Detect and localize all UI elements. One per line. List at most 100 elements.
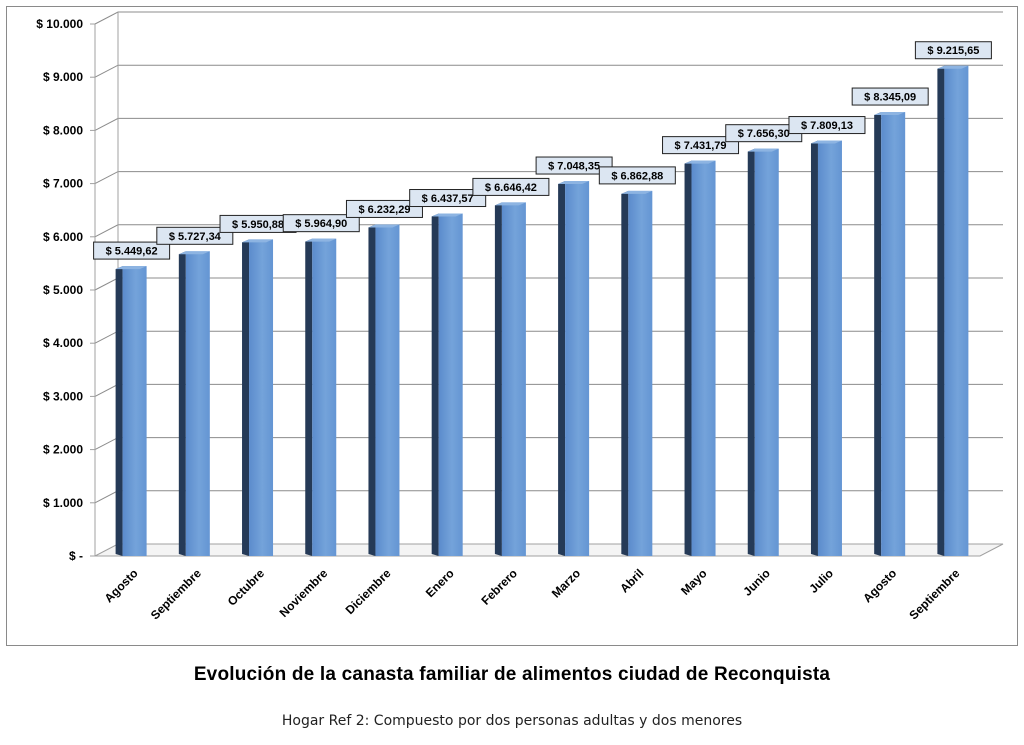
data-label: $ 8.345,09	[864, 92, 916, 104]
data-label-box	[345, 199, 423, 218]
x-tick-label: Julio	[806, 566, 836, 596]
y-tick-label: $ 1.000	[43, 496, 83, 510]
bar-top	[178, 251, 210, 255]
gridlines	[94, 11, 1003, 504]
bar-top	[115, 266, 147, 270]
bar	[881, 112, 906, 557]
data-label: $ 5.950,88	[232, 219, 284, 231]
y-tick-label: $ 4.000	[43, 336, 83, 350]
y-tick-label: $ 8.000	[43, 123, 83, 137]
chart-subtitle: Hogar Ref 2: Compuesto por dos personas …	[281, 713, 743, 729]
x-tick-label: Noviembre	[277, 566, 331, 620]
bar	[817, 140, 842, 556]
bar-top	[621, 190, 653, 194]
data-label-box	[472, 177, 550, 196]
bar-top	[368, 224, 400, 228]
bar-top	[684, 160, 716, 164]
gridline	[94, 490, 1003, 504]
data-label-box	[598, 166, 676, 185]
bar-side	[494, 202, 502, 556]
gridline	[94, 277, 1003, 291]
y-tick-label: $ -	[69, 549, 83, 563]
data-label: $ 7.656,30	[738, 128, 790, 140]
bar	[628, 190, 653, 557]
bar-side	[874, 112, 882, 557]
y-tick-label: $ 2.000	[43, 443, 83, 457]
bars	[115, 65, 969, 557]
bar-chart: $ - $ 1.000 $ 2.000 $ 3.000 $ 4.000 $ 5.000 $ …	[36, 11, 1004, 622]
bar-side	[431, 213, 439, 556]
bar-top	[242, 239, 274, 243]
bar	[249, 239, 274, 556]
data-label: $ 6.646,42	[485, 182, 537, 194]
y-tick-label: $ 6.000	[43, 230, 83, 244]
x-tick-label: Octubre	[225, 566, 268, 609]
x-tick-label: Junio	[740, 566, 773, 599]
data-label-box	[662, 136, 740, 155]
bar	[565, 181, 590, 557]
data-label-box	[282, 214, 360, 233]
bar-side	[747, 148, 755, 556]
bar-side	[621, 190, 629, 557]
data-label-box	[156, 226, 234, 245]
chart-title: Evolución de la canasta familiar de alim…	[193, 664, 831, 685]
data-label: $ 9.215,65	[927, 45, 979, 57]
data-label: $ 5.964,90	[295, 218, 347, 230]
bar	[501, 202, 526, 556]
chart-floor	[94, 543, 1004, 557]
data-label-box	[93, 241, 171, 260]
bar	[691, 160, 716, 556]
data-label: $ 7.431,79	[675, 140, 727, 152]
bar	[944, 65, 969, 556]
x-tick-label: Agosto	[860, 566, 899, 605]
bar-top	[747, 148, 779, 152]
bar-side	[937, 65, 945, 556]
bar-side	[115, 266, 123, 556]
gridline	[94, 64, 1003, 78]
gridline	[94, 117, 1003, 131]
y-tick-label: $ 10.000	[36, 17, 83, 31]
data-label: $ 6.862,88	[611, 170, 663, 182]
bar	[122, 266, 147, 556]
gridline	[94, 383, 1003, 397]
bar-side	[305, 238, 313, 557]
bar-top	[305, 238, 337, 242]
data-label-box	[788, 116, 866, 135]
data-label-box	[851, 87, 929, 106]
gridline	[94, 330, 1003, 344]
bar	[375, 224, 400, 556]
data-label: $ 5.727,34	[169, 231, 222, 243]
bar-top	[494, 202, 526, 206]
gridline	[94, 437, 1003, 451]
bar	[754, 148, 779, 556]
y-axis-ticks: $ - $ 1.000 $ 2.000 $ 3.000 $ 4.000 $ 5.000 $ …	[36, 17, 83, 563]
data-label-box	[914, 41, 992, 60]
data-labels: $ 5.449,62 $ 5.727,34 $ 5.950,88 $ 5.964,90…	[93, 41, 992, 260]
y-tick-label: $ 7.000	[43, 177, 83, 191]
bar-top	[558, 181, 590, 185]
bar-side	[242, 239, 250, 556]
data-label-box	[409, 189, 487, 208]
x-tick-label: Septiembre	[148, 566, 204, 622]
data-label: $ 5.449,62	[106, 246, 158, 258]
bar-top	[810, 140, 842, 144]
x-tick-label: Septiembre	[906, 566, 962, 622]
bar-side	[558, 181, 566, 557]
x-tick-label: Enero	[423, 566, 457, 600]
bar-top	[874, 112, 906, 116]
data-label: $ 6.232,29	[358, 204, 410, 216]
bar-side	[684, 160, 692, 556]
data-label: $ 7.809,13	[801, 120, 853, 132]
y-tick-label: $ 3.000	[43, 389, 83, 403]
y-tick-label: $ 9.000	[43, 70, 83, 84]
bar	[185, 251, 210, 556]
data-label: $ 7.048,35	[548, 161, 600, 173]
data-label-box	[535, 156, 613, 175]
bar	[438, 213, 463, 556]
y-tick-label: $ 5.000	[43, 283, 83, 297]
bar-side	[368, 224, 376, 556]
x-tick-label: Marzo	[549, 566, 583, 600]
bar	[312, 238, 337, 557]
x-tick-label: Agosto	[102, 566, 141, 605]
x-tick-label: Mayo	[678, 566, 710, 598]
